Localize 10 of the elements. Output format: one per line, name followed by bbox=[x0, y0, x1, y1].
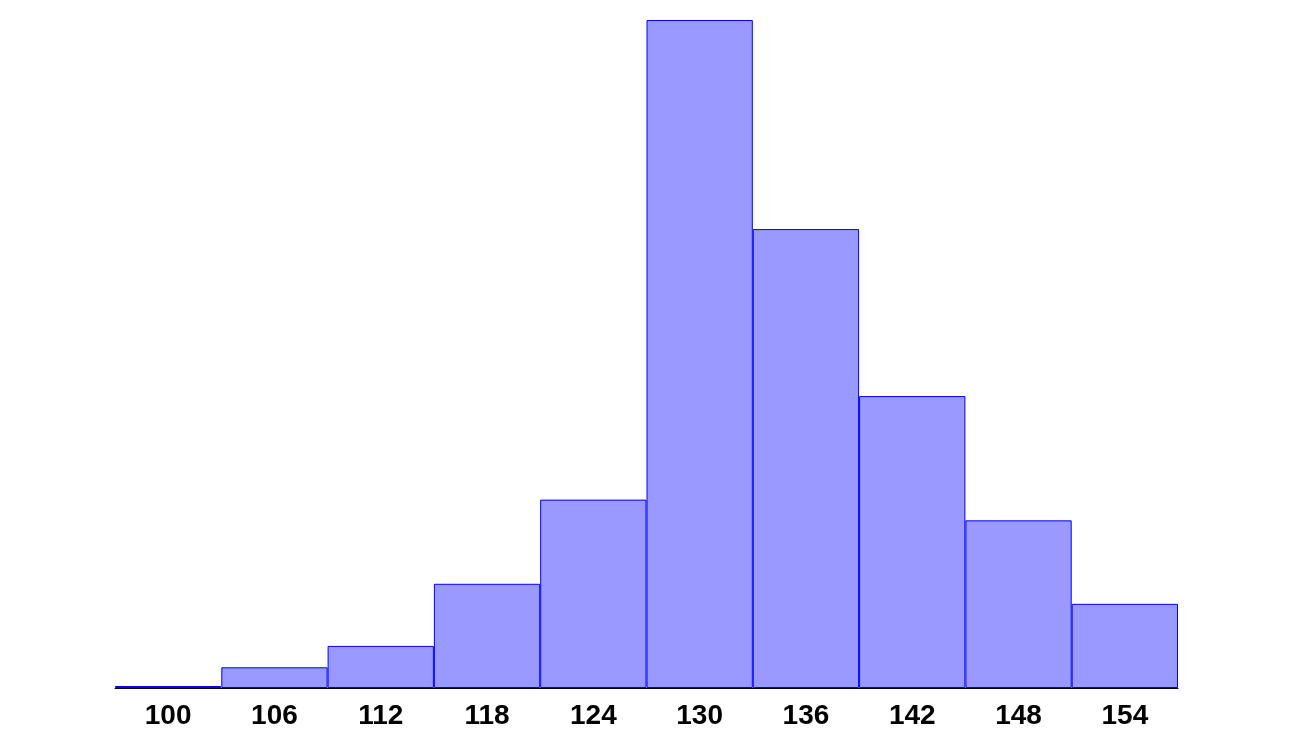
x-tick-label: 142 bbox=[888, 698, 936, 730]
x-tick-label: 154 bbox=[1101, 698, 1149, 730]
x-tick-label: 112 bbox=[358, 698, 404, 730]
x-tick-label: 118 bbox=[464, 698, 510, 730]
x-tick-label: 124 bbox=[569, 698, 618, 730]
x-tick-label: 130 bbox=[676, 698, 724, 730]
x-tick-label: 100 bbox=[144, 698, 192, 730]
x-tick-label: 106 bbox=[251, 698, 298, 730]
x-tick-label: 148 bbox=[995, 698, 1042, 730]
x-tick-label: 136 bbox=[782, 698, 830, 730]
